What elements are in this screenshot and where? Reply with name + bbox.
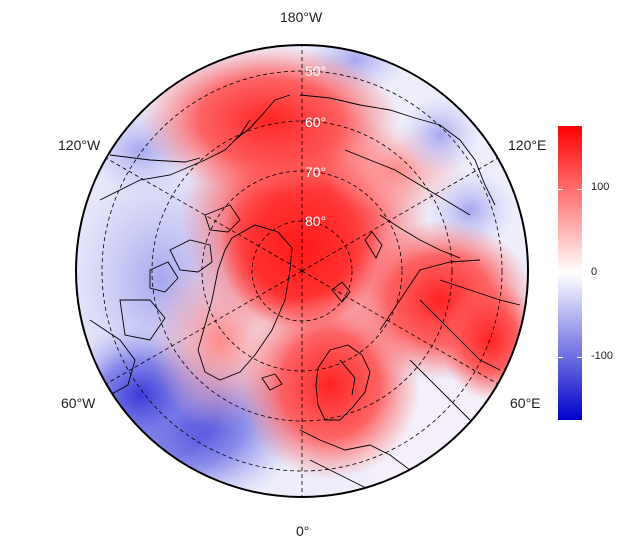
colorbar-tick-0-left [558, 189, 563, 190]
lon-label-60w: 60°W [61, 395, 96, 411]
lat-label-80: 80° [305, 213, 326, 229]
lat-label-70: 70° [305, 164, 326, 180]
colorbar-label-100: 100 [591, 181, 610, 193]
lat-label-50: 50° [305, 63, 326, 79]
lon-label-120w: 120°W [58, 137, 101, 153]
lon-label-60e: 60°E [510, 395, 541, 411]
colorbar-tick-2-left [558, 357, 563, 358]
map-border [75, 44, 529, 498]
lat-label-60: 60° [305, 114, 326, 130]
lon-label-120e: 120°E [508, 137, 547, 153]
colorbar-tick-1-left [558, 273, 563, 274]
lon-label-180w: 180°W [280, 9, 323, 25]
anomaly-field [76, 45, 528, 497]
colorbar-tick-1-right [577, 273, 582, 274]
graticule [101, 45, 503, 497]
colorbar [558, 126, 582, 420]
colorbar-label-0: 0 [591, 266, 598, 278]
colorbar-tick-0-right [577, 189, 582, 190]
colorbar-tick-2-right [577, 357, 582, 358]
colorbar-label-minus100: -100 [591, 350, 614, 362]
lon-label-0: 0° [296, 523, 310, 539]
